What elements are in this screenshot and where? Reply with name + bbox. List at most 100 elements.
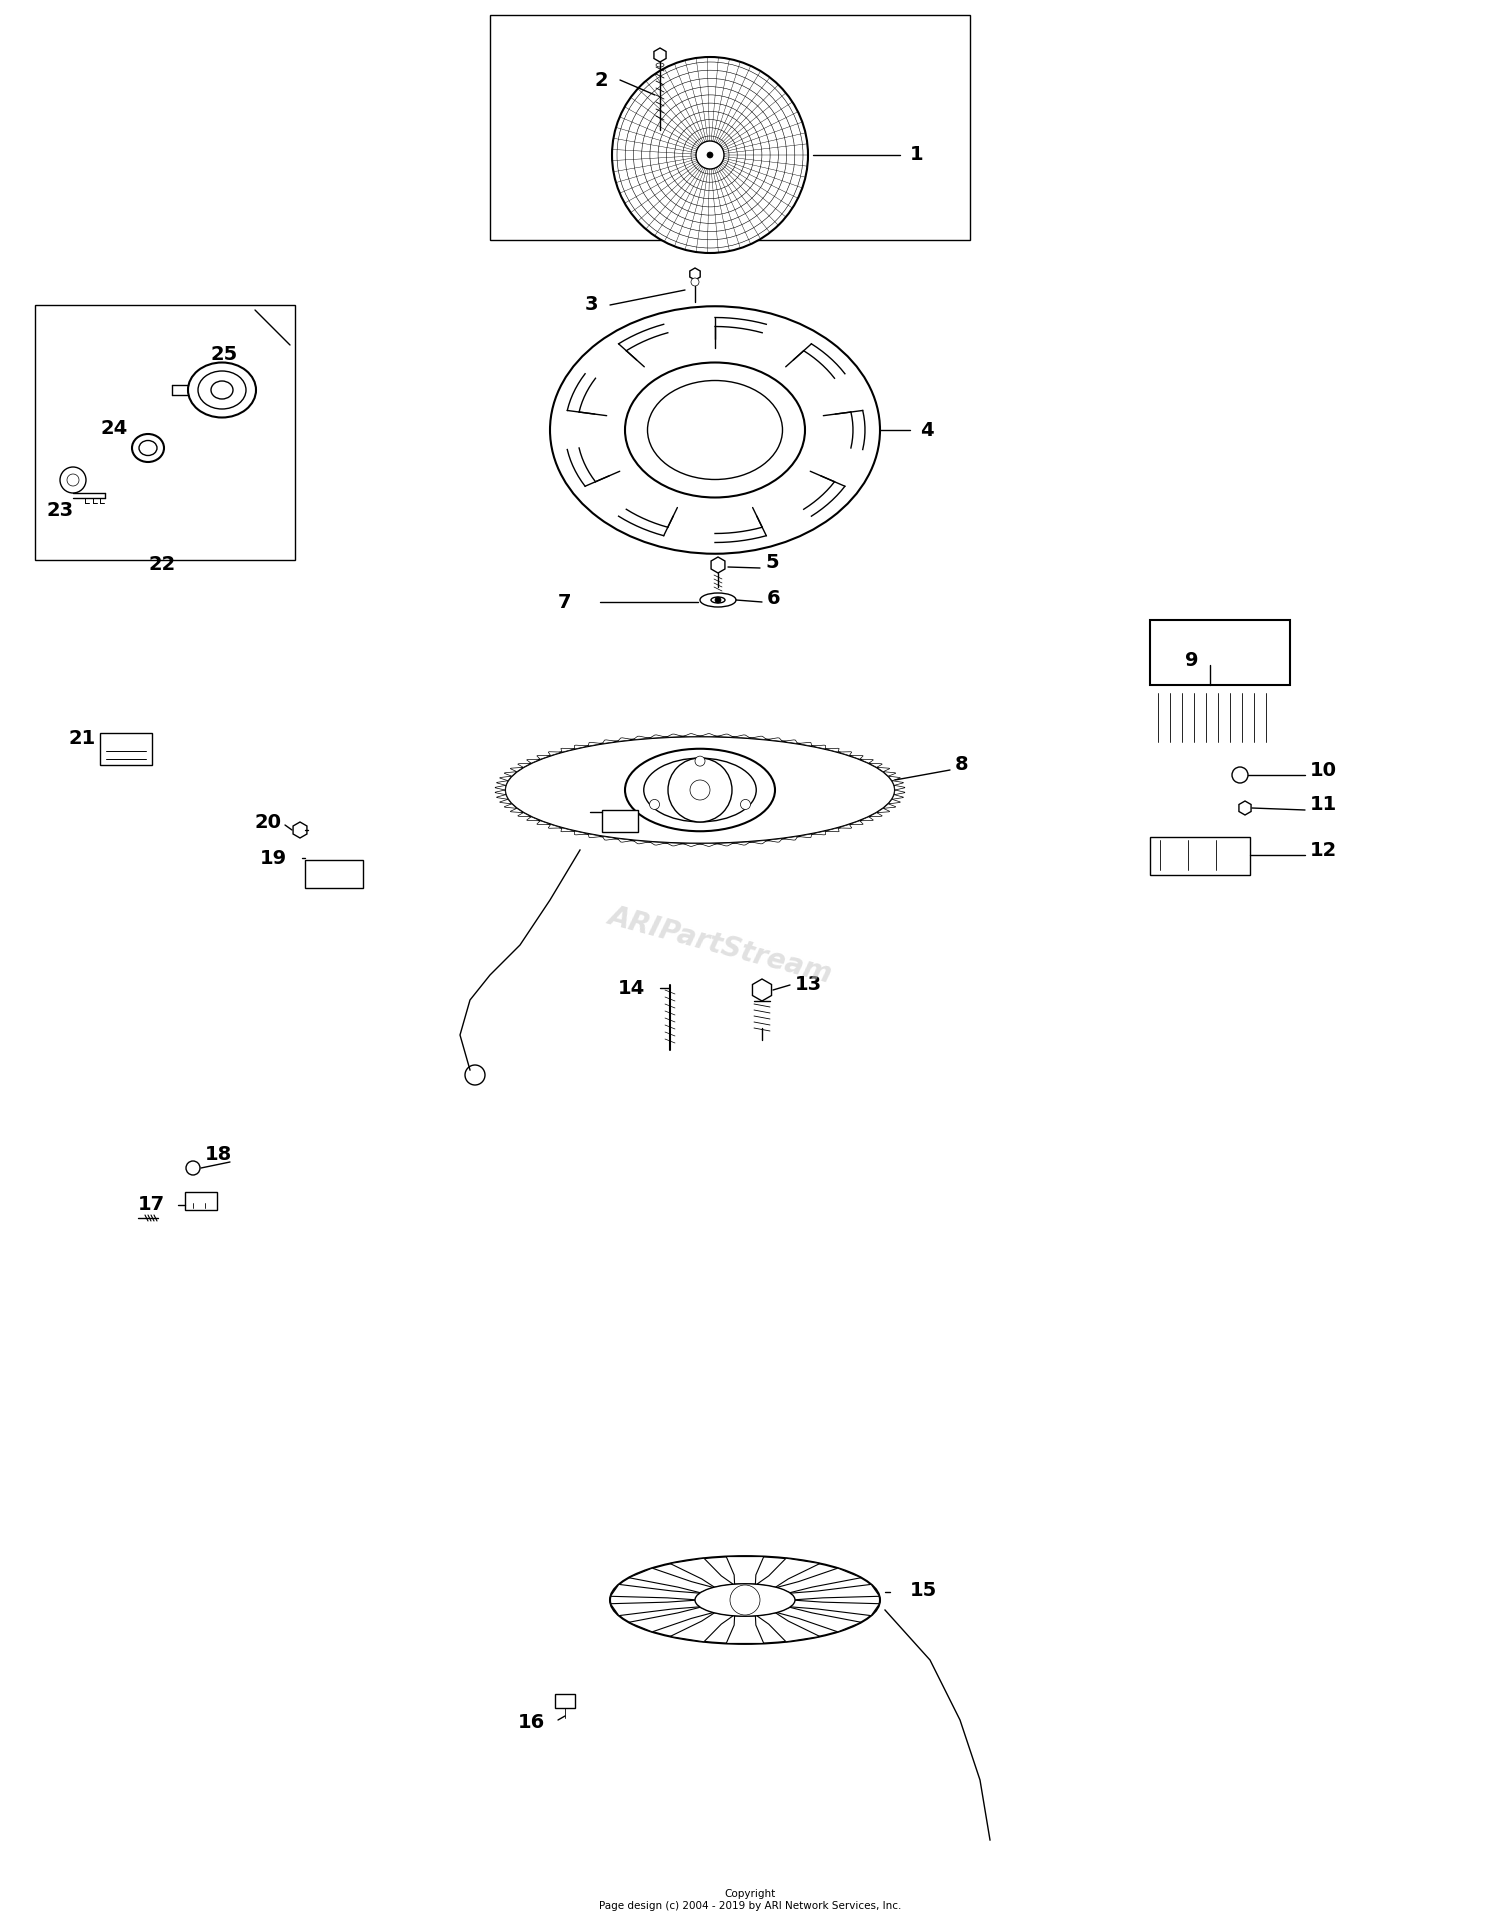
Polygon shape	[526, 759, 540, 763]
Circle shape	[465, 1066, 484, 1085]
Polygon shape	[682, 734, 700, 736]
Text: 1: 1	[910, 146, 924, 164]
Polygon shape	[734, 734, 750, 738]
Polygon shape	[849, 755, 862, 759]
Polygon shape	[633, 840, 650, 844]
FancyBboxPatch shape	[34, 304, 296, 561]
Polygon shape	[588, 834, 603, 838]
FancyBboxPatch shape	[184, 1193, 218, 1210]
Polygon shape	[526, 817, 540, 821]
Polygon shape	[717, 734, 734, 738]
Circle shape	[741, 800, 750, 809]
Polygon shape	[888, 777, 900, 780]
Ellipse shape	[550, 306, 880, 553]
Text: 7: 7	[558, 592, 572, 611]
Polygon shape	[670, 1613, 734, 1642]
Text: 11: 11	[1310, 796, 1338, 815]
Text: 4: 4	[920, 420, 933, 439]
Circle shape	[706, 152, 712, 158]
Text: 8: 8	[956, 755, 969, 775]
Polygon shape	[628, 1569, 712, 1594]
Polygon shape	[510, 767, 524, 771]
Text: 14: 14	[618, 979, 645, 998]
Text: 16: 16	[518, 1713, 546, 1732]
Polygon shape	[766, 838, 783, 842]
Ellipse shape	[644, 757, 756, 823]
Polygon shape	[726, 1617, 764, 1644]
Polygon shape	[610, 1599, 699, 1615]
Polygon shape	[504, 771, 518, 777]
FancyBboxPatch shape	[602, 809, 638, 832]
Circle shape	[696, 141, 724, 170]
Ellipse shape	[610, 1557, 880, 1644]
Polygon shape	[777, 1607, 861, 1632]
Text: 13: 13	[795, 975, 822, 994]
Polygon shape	[790, 1584, 879, 1599]
Polygon shape	[812, 746, 825, 750]
Circle shape	[68, 474, 80, 486]
Text: 20: 20	[255, 813, 282, 831]
Polygon shape	[839, 752, 852, 755]
FancyBboxPatch shape	[100, 732, 152, 765]
Text: 3: 3	[585, 295, 598, 314]
Polygon shape	[884, 804, 896, 807]
Polygon shape	[518, 813, 531, 817]
Circle shape	[612, 58, 809, 252]
Polygon shape	[894, 790, 904, 794]
Circle shape	[692, 277, 699, 285]
Text: 9: 9	[1185, 651, 1198, 669]
Polygon shape	[859, 817, 873, 821]
Ellipse shape	[626, 750, 776, 831]
Text: ARIPartStream: ARIPartStream	[604, 902, 836, 989]
Polygon shape	[798, 742, 812, 746]
Text: 17: 17	[138, 1195, 165, 1214]
Polygon shape	[603, 740, 618, 744]
Text: 19: 19	[260, 848, 286, 867]
Polygon shape	[700, 734, 717, 736]
Text: 23: 23	[46, 501, 74, 520]
Ellipse shape	[211, 382, 232, 399]
Polygon shape	[561, 829, 574, 832]
Text: 21: 21	[68, 728, 96, 748]
Polygon shape	[628, 1607, 712, 1632]
Polygon shape	[650, 734, 666, 738]
Polygon shape	[500, 777, 512, 780]
Circle shape	[694, 755, 705, 767]
Polygon shape	[700, 844, 717, 846]
Polygon shape	[504, 804, 518, 807]
Text: 18: 18	[206, 1145, 232, 1164]
Polygon shape	[892, 780, 903, 786]
Polygon shape	[750, 840, 766, 844]
Polygon shape	[884, 771, 896, 777]
Ellipse shape	[198, 372, 246, 409]
FancyBboxPatch shape	[1150, 836, 1250, 875]
Polygon shape	[510, 807, 524, 813]
Ellipse shape	[694, 1584, 795, 1617]
Polygon shape	[618, 838, 633, 842]
Polygon shape	[777, 1569, 861, 1594]
Polygon shape	[734, 842, 750, 846]
Polygon shape	[750, 736, 766, 740]
Polygon shape	[496, 794, 508, 800]
Circle shape	[730, 1586, 760, 1615]
Circle shape	[690, 780, 709, 800]
Circle shape	[60, 466, 86, 493]
Polygon shape	[868, 813, 882, 817]
Polygon shape	[868, 763, 882, 767]
Polygon shape	[766, 738, 783, 742]
Polygon shape	[610, 1584, 699, 1599]
Ellipse shape	[711, 597, 724, 603]
Text: Copyright
Page design (c) 2004 - 2019 by ARI Network Services, Inc.: Copyright Page design (c) 2004 - 2019 by…	[598, 1888, 902, 1912]
Polygon shape	[892, 794, 903, 800]
FancyBboxPatch shape	[555, 1694, 574, 1707]
Ellipse shape	[140, 441, 158, 455]
Polygon shape	[790, 1599, 879, 1615]
Polygon shape	[825, 829, 839, 832]
Text: 24: 24	[100, 418, 128, 437]
Ellipse shape	[700, 594, 736, 607]
Polygon shape	[500, 800, 512, 804]
Polygon shape	[726, 1557, 764, 1584]
Polygon shape	[758, 1613, 820, 1642]
Polygon shape	[588, 742, 603, 746]
Circle shape	[716, 597, 722, 603]
